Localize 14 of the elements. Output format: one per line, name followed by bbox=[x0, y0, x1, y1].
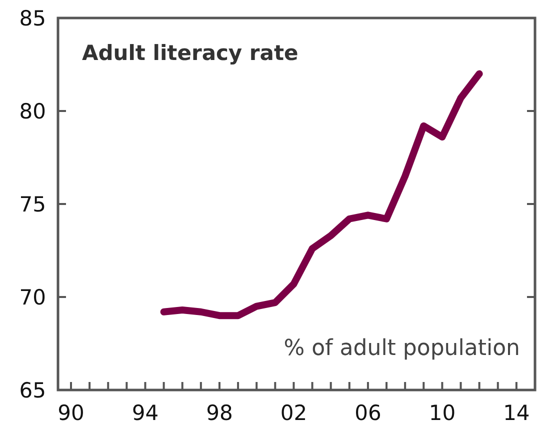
x-tick-label: 10 bbox=[428, 401, 456, 425]
x-tick-label: 14 bbox=[503, 401, 530, 425]
x-tick-label: 06 bbox=[354, 401, 382, 425]
x-tick-label: 02 bbox=[280, 401, 308, 425]
x-tick-label: 98 bbox=[206, 401, 233, 425]
y-tick-label: 85 bbox=[19, 6, 46, 30]
y-tick-label: 75 bbox=[19, 192, 46, 216]
y-tick-label: 70 bbox=[19, 285, 46, 310]
x-tick-label: 90 bbox=[58, 401, 84, 425]
x-tick-label: 94 bbox=[132, 401, 159, 425]
y-tick-label: 80 bbox=[19, 99, 46, 124]
annotation: % of adult population bbox=[284, 336, 520, 361]
y-tick-label: 65 bbox=[19, 378, 46, 402]
text: Adult literacy rate bbox=[82, 41, 298, 65]
